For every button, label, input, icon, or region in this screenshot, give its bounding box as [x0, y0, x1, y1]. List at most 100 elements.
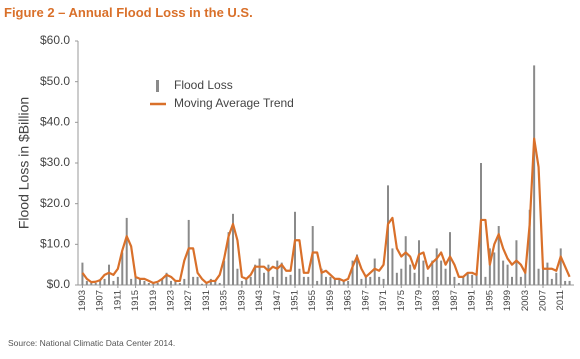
bar [121, 252, 124, 285]
x-tick-label: 1915 [130, 290, 141, 311]
x-tick-label: 2011 [555, 290, 566, 310]
bar [227, 232, 230, 285]
bar [94, 282, 97, 285]
bar [223, 260, 226, 285]
x-tick-label: 2007 [538, 290, 549, 311]
bar [400, 268, 403, 285]
bar [178, 282, 181, 285]
bar [387, 185, 389, 285]
bar [347, 280, 350, 285]
x-tick-label: 1931 [201, 290, 212, 311]
chart-title: Figure 2 – Annual Flood Loss in the U.S. [4, 5, 253, 20]
bar [342, 280, 345, 285]
bar [546, 262, 549, 285]
bar [254, 264, 257, 285]
bar [165, 272, 168, 285]
bar [325, 276, 327, 285]
bar [170, 280, 172, 285]
bar [418, 240, 420, 285]
x-tick-label: 1903 [77, 290, 88, 311]
bar [378, 276, 381, 285]
bar [143, 280, 146, 285]
y-tick-label: $60.0 [40, 33, 70, 47]
bar [320, 268, 323, 285]
bar [116, 276, 119, 285]
y-tick-label: $30.0 [40, 155, 70, 169]
bar [533, 65, 536, 286]
bar [524, 272, 527, 285]
bar [338, 278, 341, 285]
bar [240, 280, 243, 285]
bar [444, 268, 447, 285]
bar [187, 219, 190, 285]
bar [364, 274, 367, 285]
x-tick-label: 1995 [484, 290, 495, 311]
bar [307, 276, 310, 285]
bar [502, 260, 505, 285]
bar [218, 282, 221, 285]
bar [519, 276, 522, 285]
bar [413, 272, 416, 285]
bar [249, 276, 252, 285]
bar [174, 280, 177, 285]
bar [453, 276, 456, 285]
bar [276, 260, 279, 285]
bar [183, 278, 186, 285]
bar [103, 278, 106, 285]
bar [559, 248, 562, 285]
bar [568, 280, 571, 285]
bar [285, 276, 288, 285]
bar [493, 252, 496, 285]
bar [515, 240, 518, 285]
bar [351, 260, 354, 285]
x-tick-label: 1911 [112, 290, 123, 310]
source-note: Source: National Climatic Data Center 20… [8, 338, 175, 348]
bar [134, 276, 137, 285]
bar [506, 264, 509, 285]
bar [333, 278, 336, 285]
bar [192, 276, 195, 285]
x-tick-label: 1971 [378, 290, 389, 311]
bar [471, 274, 474, 285]
x-tick-label: 1927 [183, 290, 194, 311]
bar [475, 272, 478, 285]
bar [280, 262, 283, 285]
bar [232, 213, 234, 285]
bar [382, 278, 385, 285]
bar [404, 236, 407, 285]
y-axis-label: Flood Loss in $Billion [16, 97, 32, 229]
bar [422, 260, 425, 285]
bar [147, 282, 150, 285]
bar [289, 274, 292, 285]
x-tick-label: 1963 [343, 290, 354, 311]
bar [497, 226, 500, 285]
bar [435, 248, 438, 285]
bar [139, 278, 141, 285]
x-tick-label: 1999 [502, 290, 513, 311]
bar [369, 276, 372, 285]
bar [161, 278, 164, 285]
x-tick-label: 1939 [236, 290, 247, 311]
bar [329, 276, 332, 285]
x-tick-label: 1959 [325, 290, 336, 311]
bar [316, 280, 319, 285]
x-tick-label: 1979 [414, 290, 425, 311]
bar [271, 276, 274, 285]
bar [263, 272, 265, 285]
bar [511, 276, 513, 285]
bar [108, 264, 110, 285]
x-tick-label: 1935 [219, 290, 230, 311]
y-tick-label: $0.0 [47, 277, 71, 291]
bar [391, 248, 394, 285]
bar [542, 268, 544, 285]
x-tick-label: 1975 [396, 290, 407, 311]
bar [90, 282, 93, 285]
bar [462, 276, 465, 285]
bar [409, 264, 412, 285]
y-tick-label: $20.0 [40, 196, 70, 210]
x-tick-label: 2003 [520, 290, 531, 311]
x-tick-label: 1983 [431, 290, 442, 311]
bar [302, 276, 305, 285]
x-tick-label: 1955 [307, 290, 318, 311]
